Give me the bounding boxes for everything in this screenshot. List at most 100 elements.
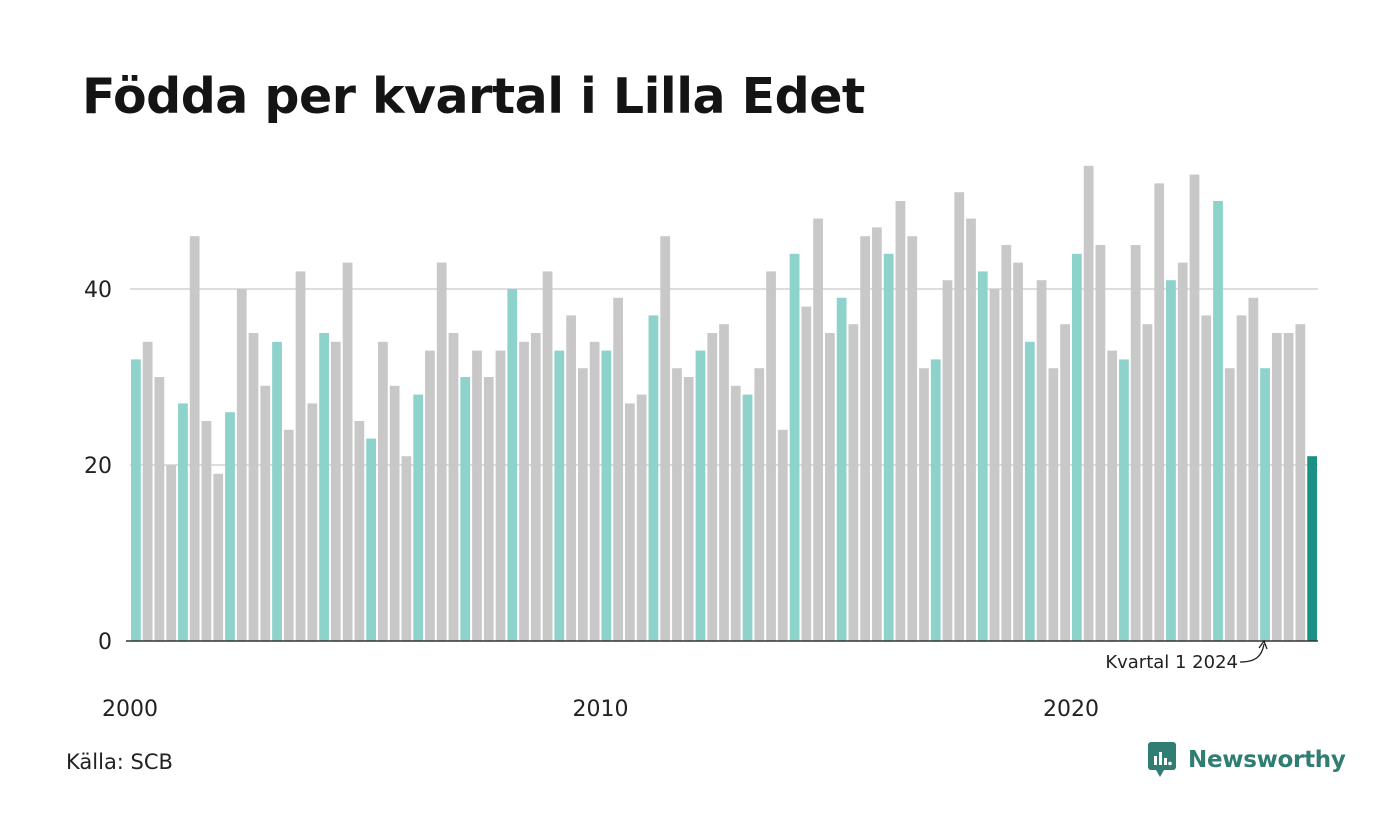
- bar: [1177, 262, 1188, 641]
- bar: [389, 385, 400, 641]
- bar: [1119, 359, 1129, 641]
- bar: [354, 421, 365, 641]
- bar: [966, 218, 976, 641]
- bar: [1060, 324, 1070, 641]
- bar: [1248, 297, 1259, 641]
- bar: [154, 377, 165, 641]
- brand-name: Newsworthy: [1188, 747, 1346, 773]
- bar: [566, 315, 576, 641]
- bar: [930, 359, 941, 641]
- bar: [1201, 315, 1212, 641]
- bar: [1130, 245, 1141, 641]
- bar: [977, 271, 988, 641]
- bar: [542, 271, 553, 641]
- y-tick-label: 40: [84, 278, 112, 303]
- bar: [460, 377, 471, 641]
- bar: [648, 315, 659, 641]
- y-tick-label: 20: [84, 454, 112, 479]
- bars: [131, 165, 1317, 642]
- bar: [1036, 280, 1047, 641]
- bar: [730, 385, 741, 641]
- bar: [824, 333, 835, 641]
- bar: [330, 341, 341, 641]
- bar: [872, 227, 882, 641]
- bar: [636, 394, 647, 641]
- annotation-label: Kvartal 1 2024: [1105, 652, 1238, 673]
- bar: [742, 394, 753, 641]
- bar: [707, 333, 718, 641]
- bar: [613, 297, 624, 641]
- bar: [719, 324, 729, 641]
- brand-logo[interactable]: Newsworthy: [1148, 742, 1346, 778]
- bar: [1083, 165, 1094, 642]
- bar: [1166, 280, 1176, 641]
- bar: [1001, 245, 1012, 641]
- bar: [1224, 368, 1235, 641]
- bar: [142, 341, 153, 641]
- bar: [401, 456, 412, 641]
- x-tick-label: 2000: [102, 697, 158, 722]
- bar: [1260, 368, 1270, 641]
- bar: [801, 306, 812, 641]
- bar: [942, 280, 953, 641]
- bar: [672, 368, 682, 641]
- bar: [378, 341, 388, 641]
- bar: [283, 429, 294, 641]
- bar: [625, 403, 635, 641]
- bar: [413, 394, 424, 641]
- bar: [989, 289, 1000, 641]
- bar: [695, 350, 706, 641]
- bar: [483, 377, 494, 641]
- bar: [789, 253, 800, 642]
- bar: [1307, 456, 1317, 641]
- bar: [448, 333, 459, 641]
- bar: [213, 473, 224, 641]
- bar: [1095, 245, 1106, 641]
- bar: [1295, 324, 1306, 641]
- bar: [131, 359, 141, 641]
- bar: [660, 236, 671, 641]
- bar: [813, 218, 823, 641]
- bar: [1283, 333, 1294, 641]
- bar: [601, 350, 612, 641]
- annotation: Kvartal 1 2024: [1105, 639, 1268, 673]
- bar: [1048, 368, 1059, 641]
- bar: [519, 341, 529, 641]
- bar: [1213, 201, 1223, 641]
- bar: [201, 421, 212, 641]
- bar: [954, 192, 965, 641]
- bar: [225, 412, 235, 641]
- bar: [307, 403, 318, 641]
- bar: [178, 403, 188, 641]
- bar: [589, 341, 600, 641]
- bar: [777, 429, 788, 641]
- bar: [342, 262, 353, 641]
- newsworthy-logo-icon: [1148, 742, 1176, 777]
- bar: [1142, 324, 1153, 641]
- bar: [260, 385, 271, 641]
- bar: [919, 368, 929, 641]
- y-tick-label: 0: [98, 630, 112, 655]
- bar: [766, 271, 776, 641]
- bar: [272, 341, 282, 641]
- bar: [295, 271, 306, 641]
- bar: [1024, 341, 1035, 641]
- bar: [754, 368, 765, 641]
- bar: [425, 350, 435, 641]
- bar: [1271, 333, 1282, 641]
- x-tick-label: 2020: [1043, 697, 1099, 722]
- bar: [366, 438, 377, 641]
- annotation-arrow: [1239, 643, 1265, 663]
- bar: [883, 253, 894, 642]
- bar: [907, 236, 918, 641]
- bar: [319, 333, 329, 641]
- bar: [1154, 183, 1165, 641]
- bar: [895, 201, 906, 641]
- bar: [1189, 174, 1200, 641]
- bar: [530, 333, 541, 641]
- annotation-arrowhead: [1258, 639, 1268, 650]
- bar: [554, 350, 565, 641]
- bar: [683, 377, 694, 641]
- bar: [166, 465, 177, 641]
